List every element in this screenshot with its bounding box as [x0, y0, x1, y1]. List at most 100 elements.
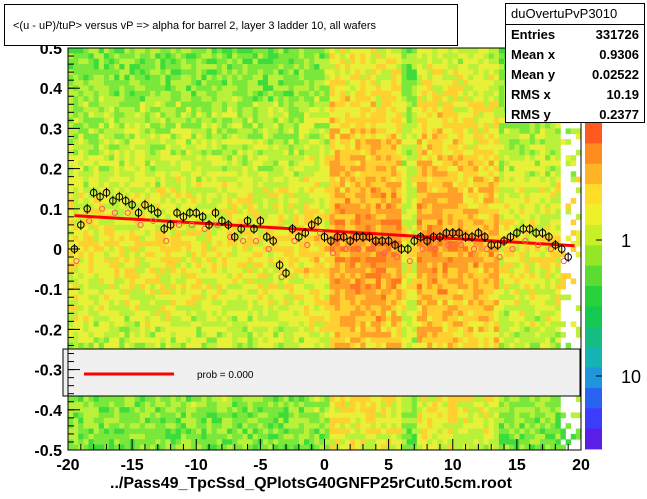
stats-label: RMS x [511, 87, 551, 102]
data-point [416, 233, 425, 241]
data-point [455, 229, 463, 237]
stats-box: duOvertuPvP3010 Entries 331726 Mean x 0.930… [505, 3, 645, 123]
data-point [404, 245, 412, 253]
data-point [153, 209, 162, 217]
data-point [102, 188, 111, 197]
fit-legend: prob = 0.000 [62, 348, 581, 397]
colorbar-segment [585, 245, 602, 267]
data-point [262, 233, 271, 241]
x-tick-label: 20 [572, 457, 590, 474]
data-point [346, 237, 354, 245]
data-point-alt [304, 241, 311, 249]
data-point [384, 237, 393, 245]
data-point [77, 221, 85, 229]
data-point [282, 269, 290, 277]
data-point [134, 209, 143, 217]
y-tick-label: -0.2 [34, 322, 62, 339]
data-point [564, 253, 572, 261]
data-point [121, 196, 130, 205]
stats-label: Entries [511, 27, 556, 42]
data-point-alt [419, 245, 426, 253]
data-point [147, 205, 156, 213]
data-point-alt [201, 225, 208, 232]
data-point-alt [483, 245, 490, 253]
y-tick-label: -0.1 [34, 282, 62, 299]
y-tick-label: -0.3 [34, 363, 62, 380]
data-point-alt [522, 237, 529, 245]
colorbar-segment [585, 408, 602, 430]
data-point [481, 233, 489, 241]
legend-label: prob = 0.000 [197, 370, 254, 381]
data-point [211, 209, 220, 217]
stats-label: Mean y [511, 67, 556, 82]
data-point-alt [509, 245, 516, 253]
colorbar-segment [585, 286, 602, 307]
data-point [89, 188, 98, 197]
data-point [173, 209, 181, 217]
data-point-alt [496, 253, 503, 261]
data-point-alt [355, 245, 362, 253]
data-point [192, 209, 201, 217]
colorbar-segment [585, 163, 602, 185]
chart-title: <(u - uP)/tuP> versus vP => alpha for ba… [4, 4, 458, 46]
stats-value: 0.9306 [599, 47, 639, 62]
data-point [218, 217, 226, 225]
colorbar-segment [585, 367, 602, 389]
data-point [506, 233, 515, 241]
y-tick-label: -0.5 [34, 443, 62, 460]
heatmap-background [68, 48, 582, 451]
data-point-alt [214, 221, 221, 228]
colorbar-segment [585, 428, 602, 450]
stats-value: 0.2377 [599, 107, 639, 122]
data-point-alt [458, 241, 465, 249]
data-point [391, 241, 399, 249]
colorbar-segment [585, 184, 602, 205]
y-tick-label: 0 [53, 242, 62, 259]
data-point-alt [342, 245, 349, 253]
data-point [314, 217, 322, 225]
data-point-alt [470, 245, 478, 253]
data-point-alt [547, 245, 555, 253]
data-point [423, 237, 431, 245]
data-point-alt [124, 209, 131, 216]
colorbar-segment [585, 204, 602, 226]
x-tick-label: -20 [56, 457, 79, 474]
data-point [269, 237, 278, 245]
colorbar-tick-label: 1 [621, 231, 631, 251]
stats-label: Mean x [511, 47, 556, 62]
colorbar-segment [585, 123, 602, 144]
colorbar-segment [585, 326, 602, 348]
data-point-alt [163, 237, 170, 245]
data-point [224, 221, 233, 229]
y-tick-label: 0.4 [40, 81, 62, 98]
data-point [128, 200, 136, 209]
stats-row: Entries 331726 [506, 25, 644, 45]
data-point-alt [432, 245, 439, 253]
data-point [301, 229, 310, 237]
stats-row: Mean x 0.9306 [506, 45, 644, 65]
data-point [339, 233, 348, 241]
data-point [83, 205, 92, 213]
y-tick-label: -0.4 [34, 403, 62, 420]
data-point [307, 221, 316, 229]
data-point [70, 245, 79, 253]
data-point-alt [381, 249, 388, 257]
colorbar-segment [585, 265, 602, 287]
stats-value: 331726 [595, 27, 639, 42]
data-point [500, 237, 508, 245]
stats-row: Mean y 0.02522 [506, 65, 644, 85]
colorbar-segment [585, 306, 602, 328]
data-point [115, 192, 124, 201]
color-scale-bar: 1 10 [585, 123, 641, 450]
data-point [295, 233, 303, 241]
data-point [250, 225, 258, 233]
x-tick-label: 0 [320, 457, 329, 474]
stats-row: RMS x 10.19 [506, 85, 644, 105]
x-tick-label: -5 [253, 457, 267, 474]
data-point [557, 245, 566, 253]
data-point [410, 237, 419, 245]
data-point [96, 192, 104, 201]
data-point [327, 237, 335, 245]
x-tick-label: 5 [384, 457, 393, 474]
